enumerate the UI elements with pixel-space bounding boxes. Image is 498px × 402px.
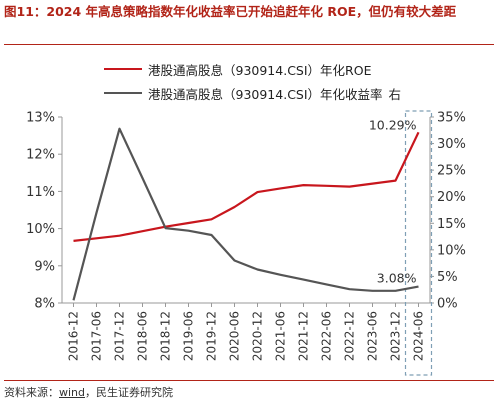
left-axis-tick-label: 13% xyxy=(26,111,55,126)
right-axis-tick-label: 5% xyxy=(437,270,458,285)
legend-item-return: 港股通高股息（930914.CSI）年化收益率 右 xyxy=(104,81,401,105)
x-axis-tick-label: 2018-12 xyxy=(159,311,173,361)
right-axis-tick-label: 0% xyxy=(437,297,458,312)
source-note: 资料来源：wind，民生证券研究院 xyxy=(4,384,173,400)
chart-title: 图11：2024 年高息策略指数年化收益率已开始追赶年化 ROE，但仍有较大差距 xyxy=(4,4,457,19)
source-prefix: 资料来源： xyxy=(4,386,59,399)
right-axis-tick-label: 25% xyxy=(437,164,466,179)
source-suffix: ，民生证券研究院 xyxy=(85,386,174,399)
right-axis-tick-label: 10% xyxy=(437,243,466,258)
data-label-return-2024-06: 3.08% xyxy=(377,271,417,286)
data-label-roe-2024-06: 10.29% xyxy=(369,117,417,132)
x-axis-tick-label: 2019-12 xyxy=(205,311,219,361)
x-axis-tick-label: 2016-12 xyxy=(67,311,81,361)
x-axis-tick-label: 2019-06 xyxy=(182,311,196,361)
left-axis-tick-label: 8% xyxy=(34,297,55,312)
legend-swatch-return xyxy=(104,92,142,94)
x-axis-tick-label: 2020-12 xyxy=(251,311,265,361)
series-line-roe xyxy=(73,131,420,242)
x-axis-tick-label: 2022-12 xyxy=(343,311,357,361)
left-axis-tick-label: 12% xyxy=(26,148,55,163)
right-axis-tick-label: 30% xyxy=(437,137,466,152)
left-axis-tick-label: 11% xyxy=(26,185,55,200)
legend-label-return: 港股通高股息（930914.CSI）年化收益率 xyxy=(148,86,383,102)
x-axis-tick-label: 2018-06 xyxy=(136,311,150,361)
x-axis-tick-label: 2023-06 xyxy=(366,311,380,361)
x-axis-tick-label: 2021-12 xyxy=(297,311,311,361)
x-axis-tick-label: 2017-12 xyxy=(113,311,127,361)
legend-label-roe: 港股通高股息（930914.CSI）年化ROE xyxy=(148,62,372,78)
footer-divider xyxy=(4,380,494,381)
title-divider xyxy=(4,44,494,45)
x-axis-tick-label: 2017-06 xyxy=(90,311,104,361)
series-line-return xyxy=(72,127,419,301)
legend-item-roe: 港股通高股息（930914.CSI）年化ROE xyxy=(104,57,401,81)
legend-swatch-roe xyxy=(104,68,142,70)
source-link[interactable]: wind xyxy=(59,386,86,399)
right-axis-tick-label: 15% xyxy=(437,217,466,232)
chart-legend: 港股通高股息（930914.CSI）年化ROE 港股通高股息（930914.CS… xyxy=(104,57,401,105)
right-axis-tick-label: 20% xyxy=(437,190,466,205)
x-axis-tick-label: 2024-06 xyxy=(412,311,426,361)
left-axis-tick-label: 9% xyxy=(34,259,55,274)
left-axis-tick-label: 10% xyxy=(26,222,55,237)
legend-label-return-axis: 右 xyxy=(388,86,402,102)
x-axis-tick-label: 2021-06 xyxy=(274,311,288,361)
x-axis-tick-label: 2020-06 xyxy=(228,311,242,361)
x-axis-tick-label: 2022-06 xyxy=(320,311,334,361)
highlight-box-2024-06 xyxy=(404,110,433,376)
right-axis-tick-label: 35% xyxy=(437,111,466,126)
x-axis-tick-label: 2023-12 xyxy=(389,311,403,361)
